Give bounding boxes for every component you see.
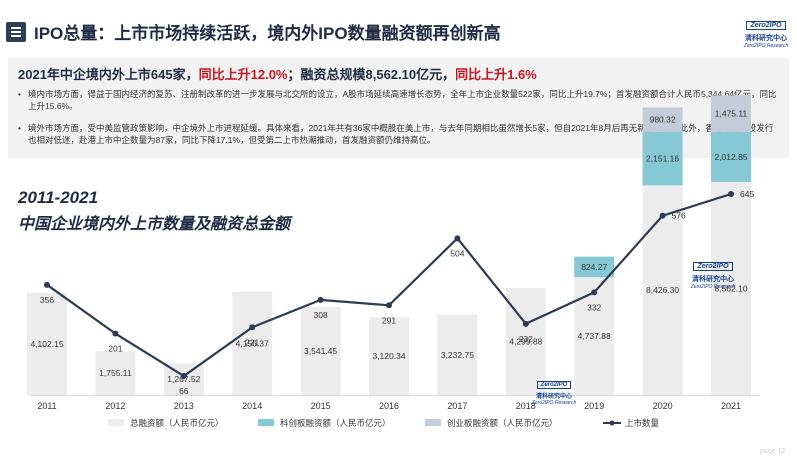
- header: IPO总量：上市市场持续活跃，境内外IPO数量融资额再创新高 Zero2IPO …: [0, 0, 797, 52]
- label-star-market-2020: 2,151.16: [646, 154, 679, 164]
- page-title: IPO总量：上市市场持续活跃，境内外IPO数量融资额再创新高: [34, 24, 501, 43]
- point-ipo-count-2018: [522, 320, 529, 327]
- bar-gem-2020: [642, 107, 683, 132]
- bar-total-2016: [369, 317, 409, 395]
- label-total-2012: 1,755.11: [99, 368, 132, 378]
- x-tick-2017: 2017: [447, 401, 467, 411]
- legend-swatch-1: [258, 419, 274, 426]
- x-tick-2020: 2020: [653, 401, 673, 411]
- bar-total-2012: [95, 351, 136, 395]
- bar-star-market-2020: [642, 131, 683, 186]
- point-ipo-count-2014: [249, 324, 256, 331]
- label-gem-2021: 1,475.11: [715, 109, 748, 119]
- chart-logo: Zero2IPO 清科研究中心 Zero2IPO Research: [690, 262, 736, 290]
- bullet-overseas: • 境外市场方面，受中美监管政策影响，中企境外上市进程延缓。具体来看，2021年…: [18, 123, 774, 145]
- label-total-2020: 8,426.30: [646, 285, 679, 295]
- legend-swatch-0: [108, 419, 124, 426]
- label-ipo-count-2016: 291: [382, 315, 396, 325]
- label-star-market-2021: 2,012.85: [714, 152, 747, 162]
- label-ipo-count-2021: 645: [740, 189, 754, 199]
- label-total-2021: 8,562.10: [714, 284, 747, 294]
- point-ipo-count-2016: [386, 302, 392, 309]
- point-ipo-count-2013: [180, 373, 187, 379]
- bar-star-market-2021: [711, 131, 751, 182]
- legend-label-1: 科创板融资额（人民币亿元）: [280, 418, 391, 428]
- label-ipo-count-2019: 332: [587, 302, 601, 312]
- label-ipo-count-2013: 66: [179, 386, 189, 396]
- legend-label-3: 上市数量: [625, 418, 660, 428]
- bar-total-2021: [711, 182, 751, 395]
- label-total-2013: 1,267.52: [167, 374, 200, 384]
- bar-total-2015: [300, 306, 341, 395]
- label-ipo-count-2018: 232: [519, 334, 533, 344]
- label-ipo-count-2017: 504: [450, 248, 464, 258]
- label-star-market-2019: 824.27: [581, 262, 607, 272]
- legend-label-2: 创业板融资额（人民币亿元）: [447, 418, 558, 428]
- chart-title: 中国企业境内外上市数量及融资总金额: [18, 216, 291, 233]
- label-ipo-count-2014: 221: [245, 337, 259, 347]
- legend-label-0: 总融资额（人民币亿元）: [130, 418, 224, 428]
- bullet-domestic: • 境内市场方面，得益于国内经济的复苏、注册制改革的进一步发展与北交所的设立，A…: [18, 89, 777, 111]
- label-ipo-count-2020: 576: [672, 211, 686, 221]
- point-ipo-count-2015: [317, 296, 324, 303]
- label-total-2011: 4,102.15: [30, 339, 63, 349]
- x-tick-2014: 2014: [242, 401, 262, 411]
- bar-total-2019: [574, 277, 615, 395]
- x-tick-2021: 2021: [721, 401, 741, 411]
- label-ipo-count-2011: 356: [40, 295, 54, 305]
- label-ipo-count-2012: 201: [108, 344, 122, 354]
- point-ipo-count-2020: [659, 212, 666, 219]
- point-ipo-count-2019: [591, 289, 598, 296]
- chart-logo-small: Zero2IPO 清科研究中心 Zero2IPO Research: [531, 381, 577, 406]
- label-total-2019: 4,737.88: [578, 331, 611, 341]
- label-total-2017: 3,232.75: [441, 350, 474, 360]
- x-tick-2015: 2015: [311, 401, 331, 411]
- point-ipo-count-2017: [454, 235, 461, 242]
- chart-title-years: 2011-2021: [18, 188, 99, 207]
- point-ipo-count-2021: [728, 191, 734, 197]
- bar-gem-2021: [711, 95, 751, 132]
- label-total-2016: 3,120.34: [372, 351, 405, 361]
- bar-total-2020: [642, 185, 683, 395]
- bar-star-market-2019: [574, 256, 615, 278]
- page-number: page 12: [760, 448, 786, 455]
- legend-marker-3: [609, 420, 615, 426]
- label-total-2015: 3,541.45: [304, 346, 337, 356]
- bar-total-2014: [232, 291, 273, 395]
- point-ipo-count-2011: [44, 281, 50, 288]
- label-ipo-count-2015: 308: [314, 310, 328, 320]
- x-tick-2011: 2011: [37, 401, 56, 411]
- label-gem-2020: 980.32: [650, 115, 676, 125]
- label-total-2018: 4,299.88: [509, 337, 542, 347]
- legend-swatch-2: [425, 419, 441, 426]
- x-tick-2018: 2018: [516, 401, 536, 411]
- x-tick-2016: 2016: [379, 401, 399, 411]
- summary-headline: 2021年中企境内外上市645家，同比上升12.0%；融资总规模8,562.10…: [18, 67, 537, 82]
- bar-total-2011: [27, 292, 67, 395]
- label-total-2014: 4,156.37: [236, 338, 269, 348]
- menu-icon[interactable]: [6, 22, 26, 42]
- point-ipo-count-2012: [112, 330, 119, 337]
- bar-total-2017: [437, 314, 478, 395]
- x-tick-2019: 2019: [584, 401, 604, 411]
- zero2ipo-logo: Zero2IPO 清科研究中心 Zero2IPO Research: [743, 21, 789, 49]
- x-tick-2012: 2012: [105, 401, 125, 411]
- x-tick-2013: 2013: [174, 401, 194, 411]
